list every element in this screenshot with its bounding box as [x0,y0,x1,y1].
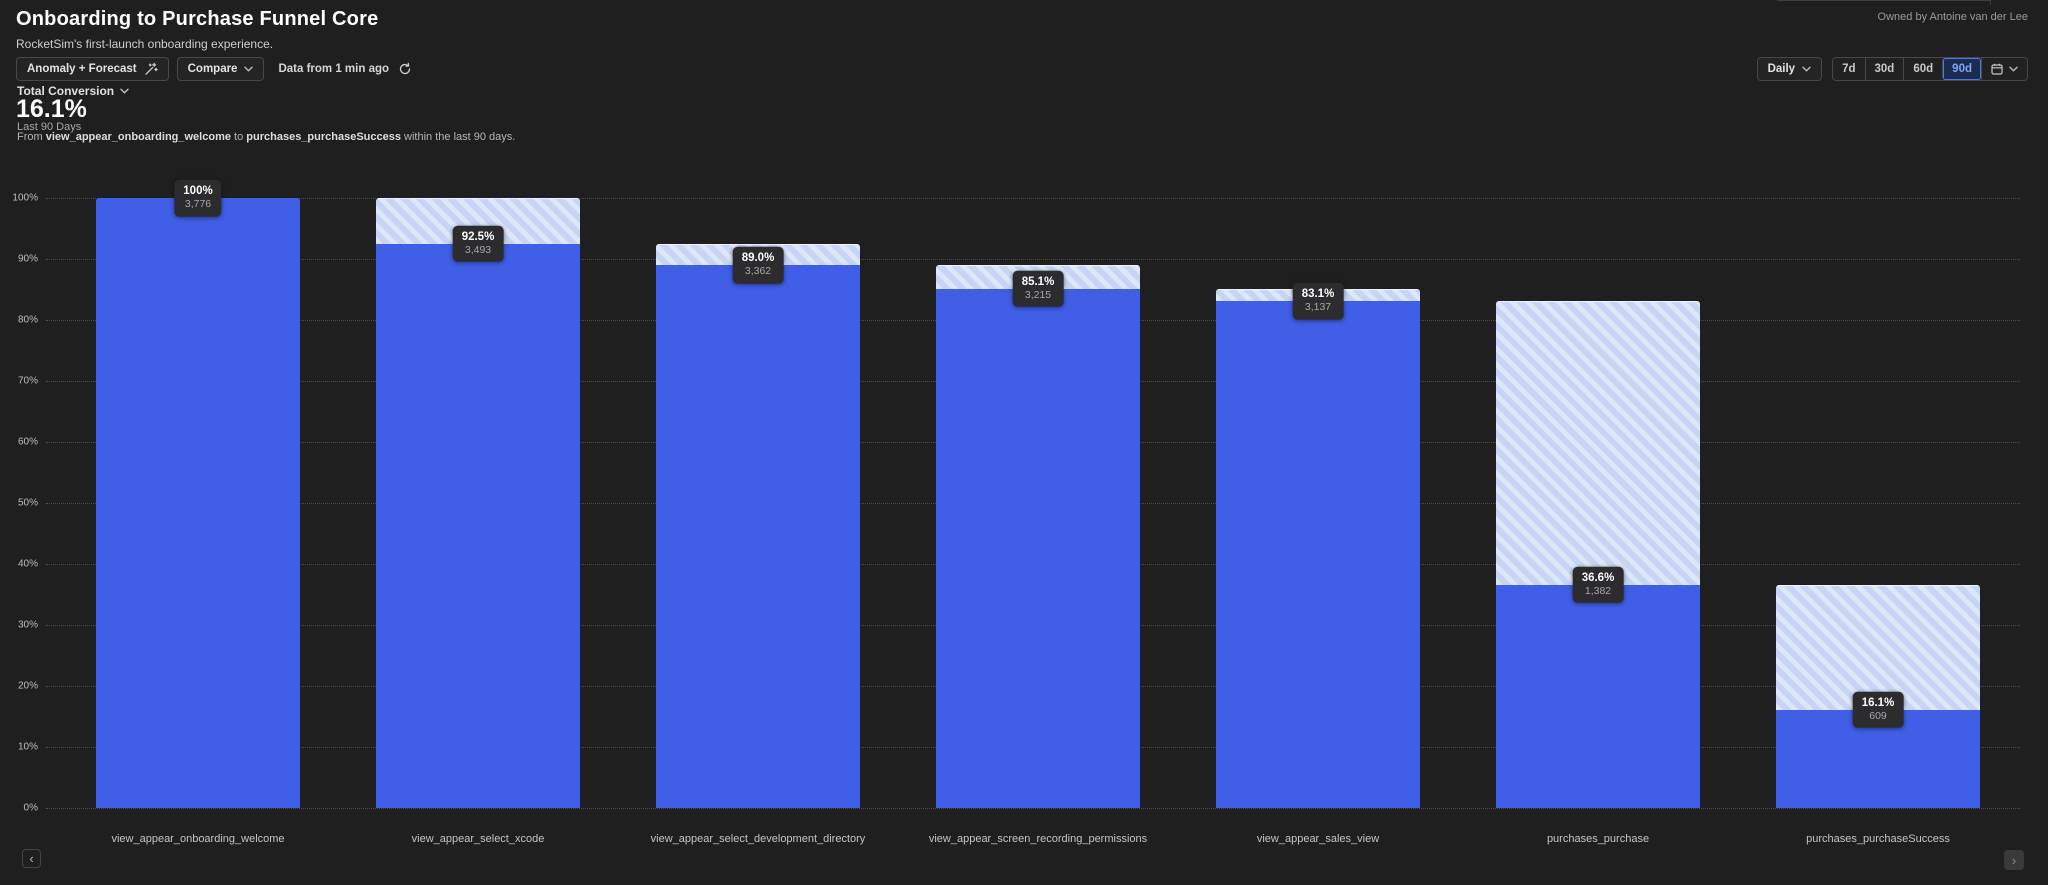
y-axis-tick-label: 50% [17,497,38,509]
description-mid: to [234,131,244,143]
compare-button[interactable]: Compare [176,57,265,81]
total-conversion-value: 16.1% [16,95,87,123]
funnel-bar[interactable] [1496,301,1700,808]
funnel-bar[interactable] [376,198,580,808]
y-axis-tick-label: 90% [17,253,38,265]
dropoff-segment [1216,288,1420,302]
funnel-bar[interactable] [1216,288,1420,808]
compare-label: Compare [187,63,238,75]
toolbar-left: Anomaly + Forecast Compare Data from 1 m… [16,57,412,81]
converted-segment [1776,709,1980,808]
y-axis-tick-label: 20% [17,680,38,692]
y-axis-tick-label: 10% [17,741,38,753]
y-axis-tick-label: 60% [17,436,38,448]
chevron-left-icon: ‹ [29,851,34,866]
funnel-bar[interactable] [936,265,1140,808]
conversion-percent: 100% [183,184,213,197]
metric-period: Last 90 Days [17,121,82,133]
dropoff-segment [656,243,860,266]
owner-label: Owned by Antoine van der Lee [1877,11,2028,23]
anomaly-forecast-label: Anomaly + Forecast [27,63,137,75]
page-title: Onboarding to Purchase Funnel Core [16,8,379,30]
x-axis-label: view_appear_screen_recording_permissions [928,833,1148,845]
converted-segment [1496,584,1700,808]
x-axis-label: purchases_purchase [1546,833,1650,845]
range-90d[interactable]: 90d [1942,58,1981,80]
metric-selector-label: Total Conversion [17,84,115,98]
gridline [46,198,2020,199]
metric-description: From view_appear_onboarding_welcome to p… [17,131,515,143]
granularity-dropdown[interactable]: Daily [1756,57,1823,81]
range-30d[interactable]: 30d [1864,58,1904,80]
x-axis: view_appear_onboarding_welcome view_appea… [58,833,2018,847]
y-axis-tick-label: 30% [17,619,38,631]
x-axis-label: view_appear_select_xcode [411,833,545,845]
x-axis-label: view_appear_select_development_directory [650,833,866,845]
y-axis-tick-label: 80% [17,314,38,326]
data-freshness: Data from 1 min ago [278,62,412,76]
x-axis-label: purchases_purchaseSuccess [1806,833,1950,845]
granularity-label: Daily [1767,63,1796,75]
y-axis-tick-label: 40% [17,558,38,570]
bars-area: 100% 3,776 92.5% 3,493 89.0% 3,362 85.1% 3,215 8… [58,179,2018,808]
chevron-right-icon: › [2011,852,2017,868]
chevron-down-icon [120,88,129,94]
range-60d[interactable]: 60d [1903,58,1942,80]
y-axis-tick-label: 100% [12,192,38,204]
page-subtitle: RocketSim's first-launch onboarding expe… [16,37,274,51]
range-7d[interactable]: 7d [1842,63,1856,75]
y-axis-tick-label: 0% [23,802,38,814]
metric-selector[interactable]: Total Conversion [17,84,129,98]
cropped-panel-edge [1777,0,1991,5]
dropoff-segment [1496,301,1700,585]
from-event: view_appear_onboarding_welcome [45,131,231,143]
pager-prev-button[interactable]: ‹ [22,849,41,868]
date-range-group: 7d 30d 60d 90d [1832,57,2028,81]
gridline [46,259,2020,260]
gridline [46,808,2020,809]
anomaly-forecast-button[interactable]: Anomaly + Forecast [16,57,169,81]
funnel-bar[interactable] [1776,584,1980,808]
converted-segment [96,198,300,808]
converted-segment [656,265,860,808]
chevron-down-icon [2009,66,2018,72]
funnel-bar[interactable] [96,198,300,808]
refresh-icon[interactable] [398,62,412,76]
funnel-plot: 0% 10% 20% 30% 40% 50% 60% 70% 80% 90% 100% 100% 3,… [12,179,2020,814]
custom-date-range-button[interactable] [1981,58,2027,80]
x-axis-label: view_appear_onboarding_welcome [111,833,285,845]
description-prefix: From [17,131,43,143]
converted-segment [376,243,580,808]
converted-segment [936,288,1140,808]
to-event: purchases_purchaseSuccess [246,131,401,143]
description-suffix: within the last 90 days. [404,131,516,143]
wand-icon [144,62,158,76]
converted-segment [1216,301,1420,808]
calendar-icon [1991,63,2003,75]
x-axis-label: view_appear_sales_view [1256,833,1380,845]
toolbar-right: Daily 7d 30d 60d 90d [1756,57,2028,81]
chevron-down-icon [244,66,254,72]
data-freshness-label: Data from 1 min ago [278,63,390,75]
dropoff-segment [936,265,1140,289]
y-axis-tick-label: 70% [17,375,38,387]
chevron-down-icon [1802,66,1811,72]
pager-next-button[interactable]: › [2004,850,2024,870]
funnel-bar[interactable] [656,243,860,808]
dropoff-segment [376,198,580,244]
dropoff-segment [1776,584,1980,710]
